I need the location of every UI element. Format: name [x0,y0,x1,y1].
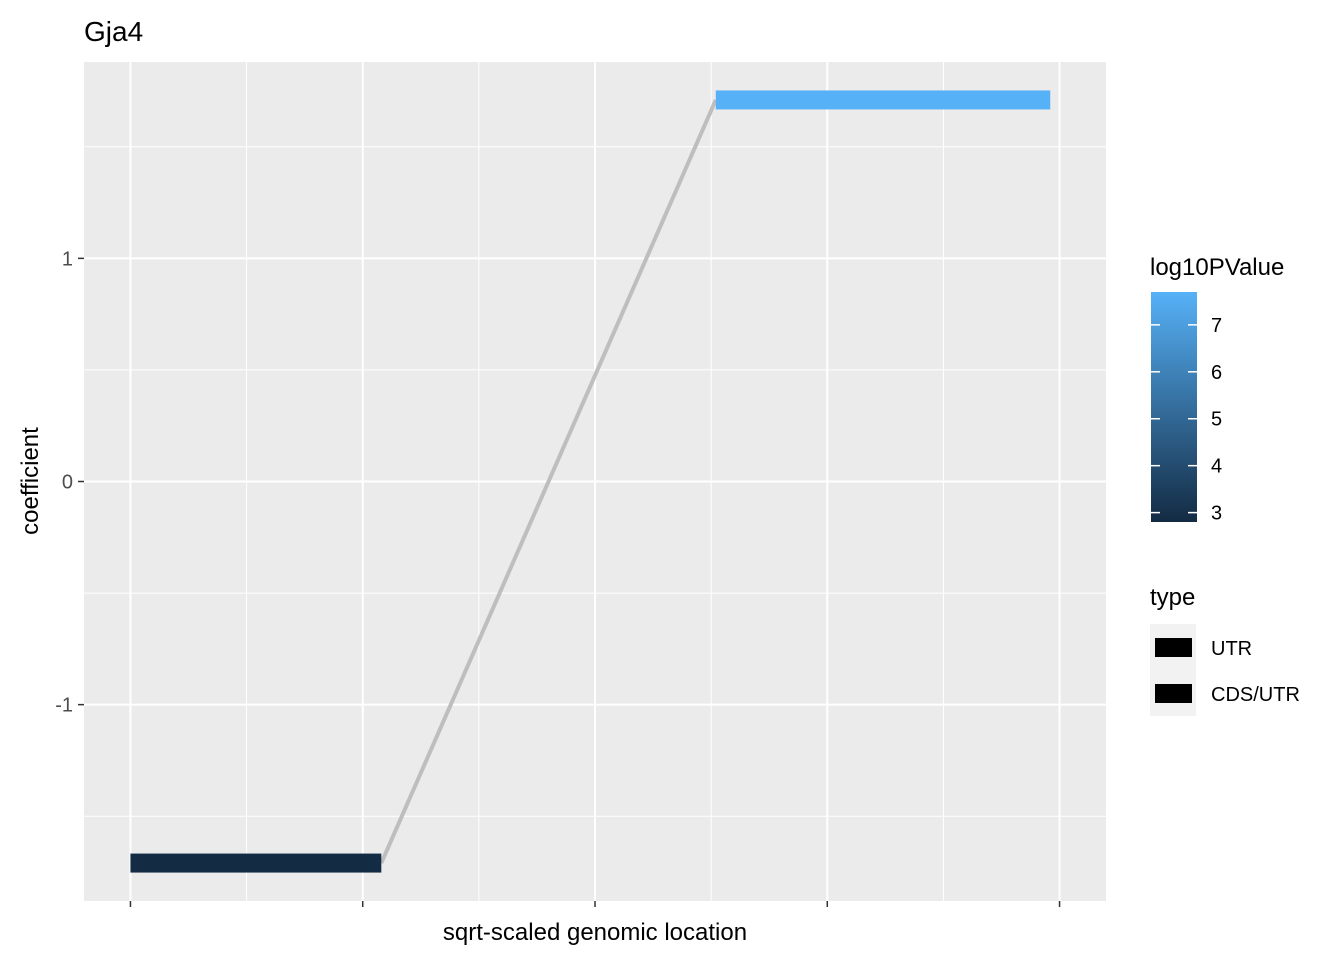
grid-major [84,62,1106,901]
segment-0 [130,853,382,873]
colorbar-tick-label-0: 3 [1211,503,1222,525]
segments [130,90,1051,873]
type-legend: type UTR CDS/UTR [1150,584,1300,716]
color-legend: log10PValue 3 4 5 6 7 [1150,254,1284,525]
type-legend-label-0: UTR [1211,638,1252,660]
y-axis: -1 0 1 [55,248,84,717]
y-axis-label: coefficient [17,427,44,535]
colorbar-ticks: 3 4 5 6 7 [1151,315,1222,525]
color-legend-title: log10PValue [1150,254,1284,281]
x-axis-ticks [129,901,1061,907]
type-legend-key-0 [1155,638,1192,657]
y-tick-label-2: 1 [62,248,73,270]
type-legend-entries: UTR CDS/UTR [1155,638,1300,706]
colorbar-tick-label-1: 4 [1211,456,1222,478]
type-legend-label-1: CDS/UTR [1211,684,1300,706]
y-tick-label-0: -1 [55,695,73,717]
colorbar-tick-label-4: 7 [1211,315,1222,337]
chart-title: Gja4 [84,16,143,47]
colorbar-tick-label-2: 5 [1211,409,1222,431]
colorbar [1151,292,1197,522]
y-tick-label-1: 0 [62,472,73,494]
colorbar-tick-label-3: 6 [1211,362,1222,384]
segment-1 [715,90,1051,110]
x-axis-label: sqrt-scaled genomic location [443,919,747,946]
type-legend-key-1 [1155,684,1192,703]
connector-line-0 [379,99,718,864]
type-legend-title: type [1150,584,1195,611]
connectors [379,99,718,864]
